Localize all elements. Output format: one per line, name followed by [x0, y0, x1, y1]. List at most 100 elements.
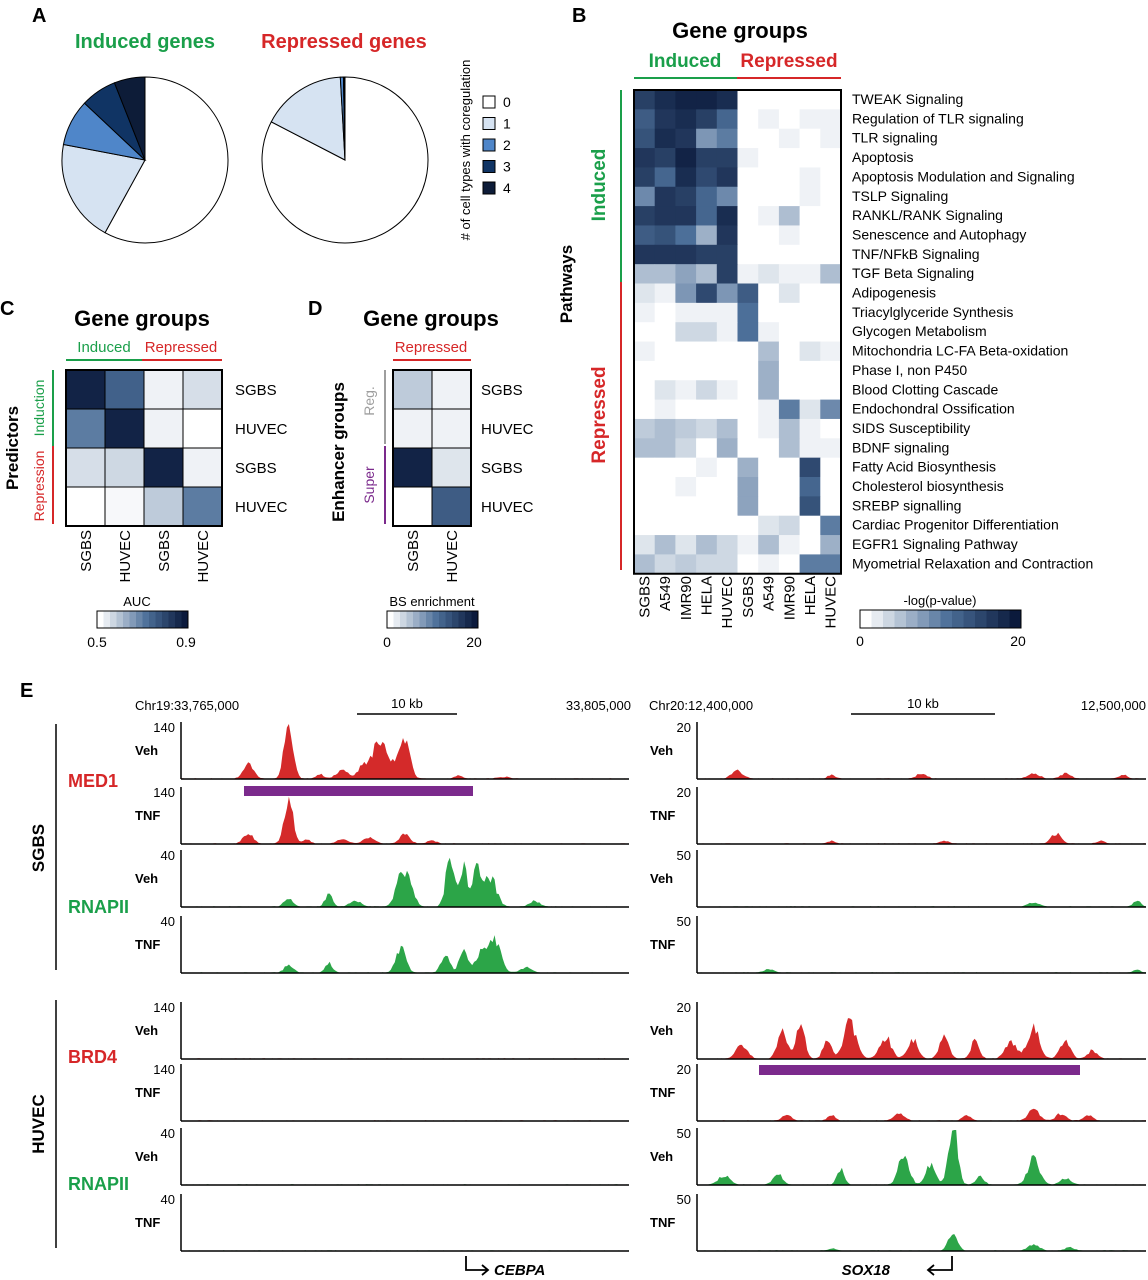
heatmap-b-cell	[737, 535, 759, 555]
heatmap-b-cell	[820, 186, 842, 207]
pie-repressed-slice-0	[261, 76, 429, 244]
heatmap-b-cell	[778, 244, 800, 265]
heatmap-b-cell	[634, 477, 656, 497]
heatmap-b-cell	[737, 341, 759, 362]
pie-induced	[61, 76, 229, 244]
heatmap-b-cell	[654, 283, 676, 304]
heatmap-b-cell	[758, 283, 780, 304]
heatmap-c-row-label: HUVEC	[235, 499, 288, 516]
heatmap-b-cell	[654, 496, 676, 517]
heatmap-b-cell	[675, 535, 697, 555]
heatmap-b-cell	[675, 341, 697, 362]
heatmap-d-cell	[431, 447, 472, 488]
heatmap-b-row-label: TWEAK Signaling	[852, 91, 963, 107]
heatmap-b-cell	[696, 554, 718, 575]
colorbar-b-step	[929, 610, 941, 628]
colorbar-d-step	[419, 611, 427, 628]
track-right-2-condition: Veh	[650, 871, 673, 886]
heatmap-b-cell	[778, 148, 800, 168]
heatmap-b-cell	[675, 302, 697, 323]
colorbar-c-step	[129, 611, 137, 628]
heatmap-d-col-group-repressed: Repressed	[395, 339, 468, 356]
panel-d: D Gene groups Repressed Reg. Super Enhan…	[308, 298, 534, 650]
heatmap-b-cell	[696, 283, 718, 304]
heatmap-b-cell	[675, 244, 697, 265]
heatmap-b-cell	[820, 438, 842, 459]
heatmap-b-cell	[716, 515, 738, 536]
heatmap-b-cell	[675, 264, 697, 284]
heatmap-b-cell	[634, 128, 656, 149]
heatmap-b-cell	[675, 380, 697, 400]
heatmap-b-cell	[716, 399, 738, 420]
heatmap-b-row-label: EGFR1 Signaling Pathway	[852, 536, 1018, 552]
heatmap-b-row-label: Cholesterol biosynthesis	[852, 478, 1004, 494]
heatmap-b-cell	[716, 264, 738, 284]
heatmap-b-cell	[737, 360, 759, 381]
heatmap-b-cell	[799, 225, 821, 246]
colorbar-c	[96, 610, 189, 629]
heatmap-b-row-group-repressed: Repressed	[589, 366, 610, 463]
colorbar-b-frame	[859, 609, 1022, 629]
heatmap-c-cell	[182, 486, 223, 527]
heatmap-b-cell	[716, 148, 738, 168]
super-enhancer-bar-left	[244, 786, 473, 796]
heatmap-b-cell	[737, 225, 759, 246]
pie-repressed-slice-1	[270, 76, 346, 161]
heatmap-b-cell	[634, 457, 656, 478]
panel-c-letter: C	[0, 298, 14, 320]
heatmap-b-cell	[716, 535, 738, 555]
colorbar-d-frame	[386, 610, 479, 629]
colorbar-b-step	[963, 610, 976, 628]
colorbar-d-step	[465, 611, 472, 628]
pie-repressed-title: Repressed genes	[261, 31, 427, 53]
track-left-1-condition: TNF	[135, 808, 160, 823]
colorbar-b-step	[1009, 610, 1022, 628]
heatmap-b-cell	[778, 554, 800, 575]
heatmap-b-cell	[778, 322, 800, 342]
track-left-2-max: 40	[161, 848, 175, 863]
colorbar-b-step	[906, 610, 918, 628]
heatmap-d-cell	[431, 408, 472, 449]
colorbar-c-min: 0.5	[87, 634, 107, 650]
heatmap-b-cell	[820, 535, 842, 555]
heatmap-b-cell	[758, 380, 780, 400]
track-right-7-max: 50	[677, 1192, 691, 1207]
heatmap-b-cell	[758, 457, 780, 478]
heatmap-b-cell	[737, 244, 759, 265]
colorbar-b-max: 20	[1010, 633, 1026, 649]
heatmap-b-cell	[820, 128, 842, 149]
heatmap-b-cell	[654, 167, 676, 188]
heatmap-b-cell	[799, 283, 821, 304]
heatmap-d-cell	[392, 447, 433, 488]
heatmap-d-cell	[431, 486, 472, 527]
heatmap-b-title: Gene groups	[672, 18, 808, 43]
colorbar-c-step	[181, 611, 189, 628]
heatmap-c-row-label: SGBS	[235, 460, 277, 477]
heatmap-b-cell	[737, 264, 759, 284]
track-left-3-signal	[181, 935, 629, 973]
heatmap-b-cell	[820, 322, 842, 342]
heatmap-b-row-label: TGF Beta Signaling	[852, 265, 974, 281]
heatmap-b-cell	[778, 360, 800, 381]
heatmap-b-cell	[675, 554, 697, 575]
heatmap-c-cell	[65, 447, 106, 488]
track-left-0-signal	[181, 724, 629, 779]
heatmap-d-row-group-reg: Reg.	[361, 386, 377, 416]
heatmap-b-cell	[820, 206, 842, 226]
factor-label-rnapii-sgbs: RNAPII	[68, 897, 129, 917]
heatmap-b-cell	[696, 186, 718, 207]
colorbar-c-step	[162, 611, 169, 628]
heatmap-b-col-label: IMR90	[781, 576, 798, 620]
heatmap-b-cell	[778, 341, 800, 362]
heatmap-b-cell	[696, 225, 718, 246]
colorbar-c-step	[110, 611, 117, 628]
track-right-5-signal	[697, 1108, 1146, 1121]
heatmap-c-cell	[143, 369, 184, 410]
heatmap-b-cell	[758, 322, 780, 342]
heatmap-b-cell	[778, 515, 800, 536]
colorbar-c-step	[97, 611, 104, 628]
panel-b-letter: B	[572, 5, 586, 27]
colorbar-c-step	[103, 611, 111, 628]
heatmap-b-cell	[716, 360, 738, 381]
heatmap-b-cell	[799, 302, 821, 323]
